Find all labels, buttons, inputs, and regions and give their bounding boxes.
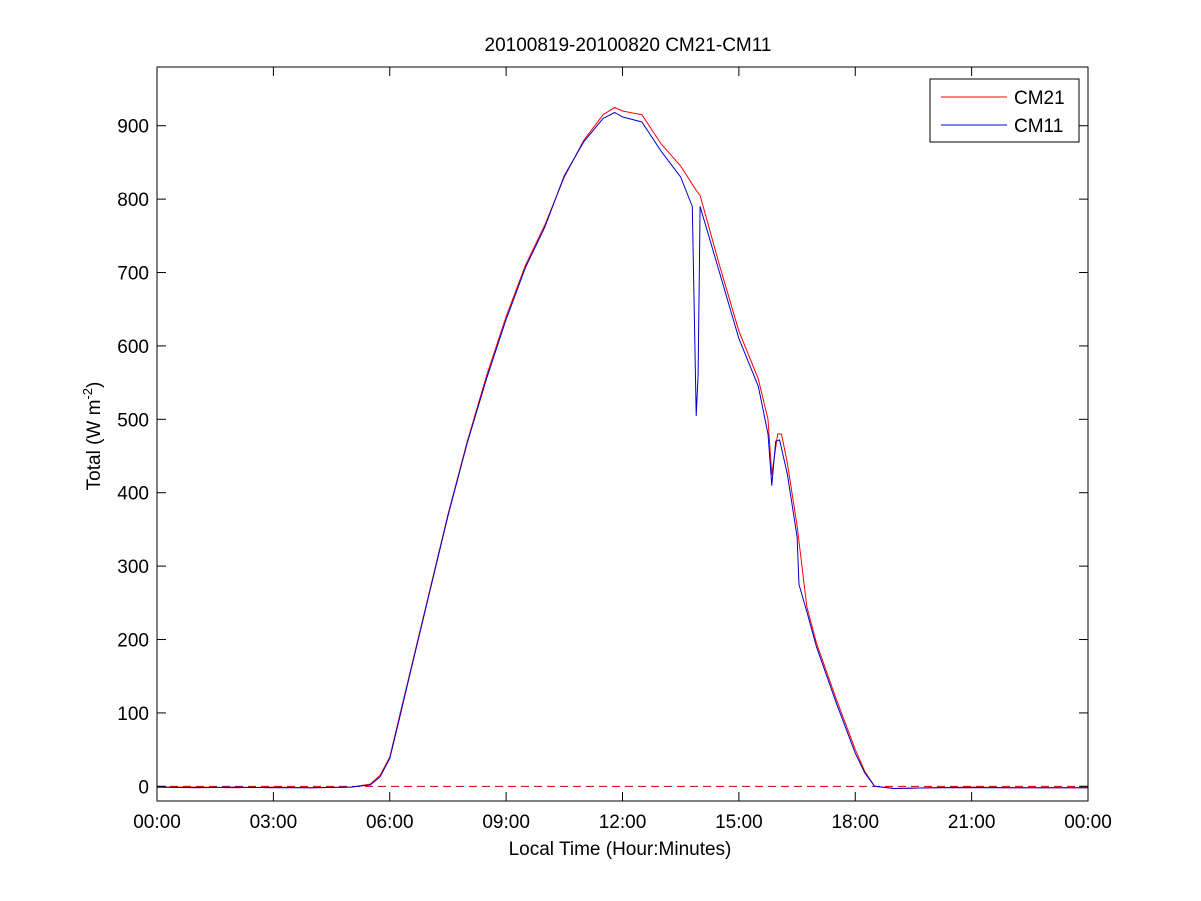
y-axis-label-main: Total (W m bbox=[84, 400, 105, 491]
y-tick-label: 800 bbox=[117, 190, 149, 211]
x-tick-label: 00:00 bbox=[133, 812, 181, 833]
y-tick-label: 300 bbox=[117, 557, 149, 578]
y-tick-label: 0 bbox=[138, 777, 149, 798]
plot-area bbox=[157, 67, 1088, 801]
y-axis-label: Total (W m-2) bbox=[80, 382, 105, 491]
x-axis: 00:00 03:00 06:00 09:00 12:00 15:00 18:00 21:00… bbox=[133, 67, 1112, 833]
y-axis-label-superscript: -2 bbox=[80, 388, 95, 400]
y-tick-label: 500 bbox=[117, 410, 149, 431]
y-tick-label: 200 bbox=[117, 631, 149, 652]
x-tick-label: 00:00 bbox=[1064, 812, 1112, 833]
x-tick-label: 09:00 bbox=[482, 812, 530, 833]
x-tick-label: 18:00 bbox=[831, 812, 879, 833]
y-tick-label: 600 bbox=[117, 337, 149, 358]
series-line-cm11 bbox=[156, 112, 1088, 789]
x-tick-label: 06:00 bbox=[366, 812, 414, 833]
legend-label-cm11: CM11 bbox=[1014, 116, 1063, 137]
y-tick-label: 700 bbox=[117, 264, 149, 285]
series-layer bbox=[156, 106, 1088, 789]
x-tick-label: 03:00 bbox=[250, 812, 298, 833]
legend-label-cm21: CM21 bbox=[1014, 88, 1065, 109]
y-tick-label: 100 bbox=[117, 704, 149, 725]
x-tick-label: 12:00 bbox=[599, 812, 647, 833]
x-tick-label: 15:00 bbox=[715, 812, 763, 833]
legend-box bbox=[929, 78, 1080, 143]
y-tick-label: 400 bbox=[117, 484, 149, 505]
y-axis: 0 100 200 300 400 500 600 700 800 900 bbox=[117, 117, 1088, 798]
legend: CM21 CM11 bbox=[929, 78, 1080, 143]
x-tick-label: 21:00 bbox=[948, 812, 996, 833]
x-axis-label: Local Time (Hour:Minutes) bbox=[509, 839, 732, 860]
chart-title: 20100819-20100820 CM21-CM11 bbox=[485, 35, 772, 56]
y-tick-label: 900 bbox=[117, 117, 149, 138]
y-axis-label-close: ) bbox=[84, 382, 105, 388]
